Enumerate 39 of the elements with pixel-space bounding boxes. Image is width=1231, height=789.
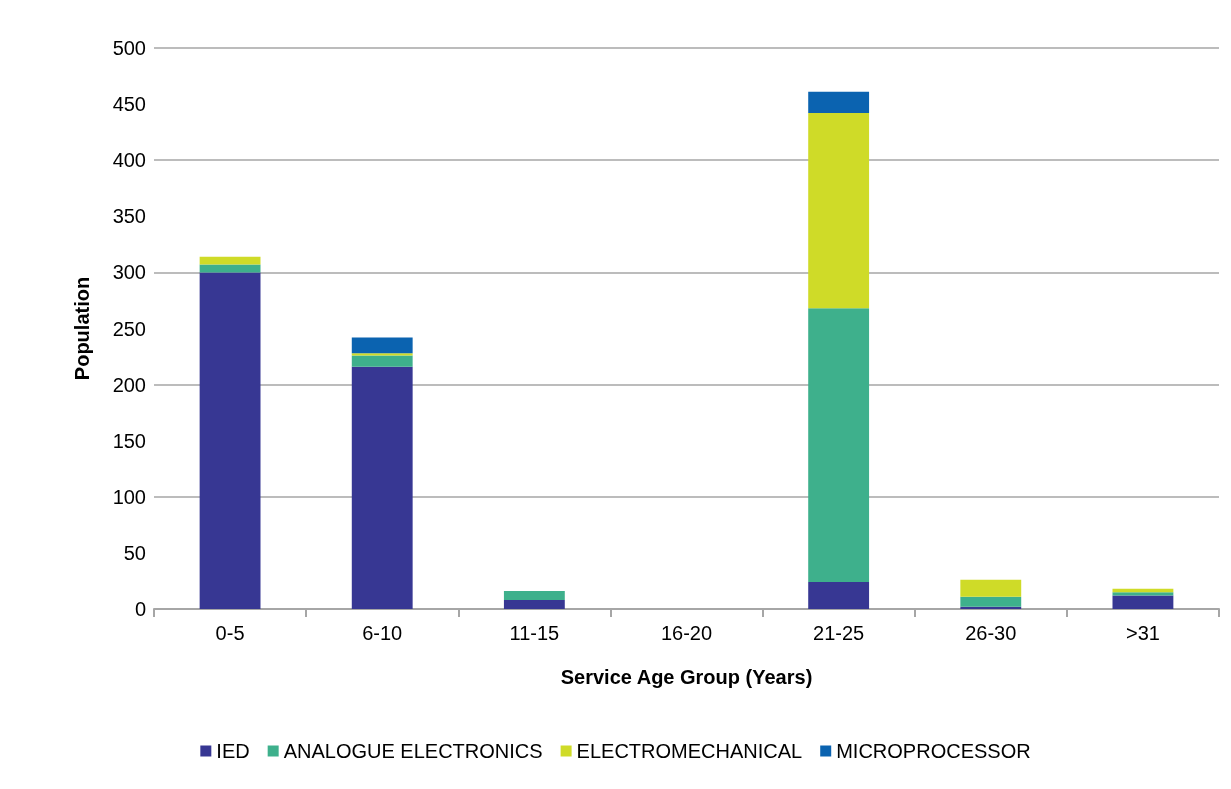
bar [808,91,870,114]
y-tick-label: 400 [112,149,146,172]
bar [503,600,565,609]
y-tick-label: 250 [112,317,146,340]
bar [351,355,413,367]
x-tick-label: 11-15 [509,622,560,644]
bar [1112,592,1174,596]
bar [351,366,413,609]
y-tick-label: 100 [112,485,146,508]
x-tick-label: 16-20 [660,622,713,644]
y-tick-label: 350 [112,205,146,228]
legend-label: IED [216,740,250,762]
bar [199,272,261,609]
x-tick-label: 0-5 [215,622,245,644]
y-tick-label: 200 [112,373,146,396]
bar [960,596,1022,607]
bar [808,582,870,609]
y-tick-label: 50 [123,541,146,564]
legend-label: ELECTROMECHANICAL [576,740,803,762]
y-tick-label: 0 [134,598,146,620]
bar [808,308,870,583]
bar [503,591,565,601]
bar [808,113,870,309]
x-tick-label: 21-25 [813,622,865,644]
bar [199,256,261,265]
bar [351,337,413,354]
y-tick-label: 150 [112,429,146,452]
x-tick-label: 26-30 [965,622,1017,644]
x-tick-label: 6-10 [362,622,403,644]
y-axis-title: Population [71,276,93,381]
x-tick-label: >31 [1125,622,1160,644]
bar [1112,595,1174,609]
legend-label: ANALOGUE ELECTRONICS [283,740,543,762]
bar [960,579,1022,597]
x-axis-title: Service Age Group (Years) [560,666,813,688]
y-tick-label: 300 [112,261,146,284]
y-tick-label: 450 [112,93,146,116]
y-tick-label: 500 [112,37,146,59]
legend-label: MICROPROCESSOR [836,740,1031,762]
